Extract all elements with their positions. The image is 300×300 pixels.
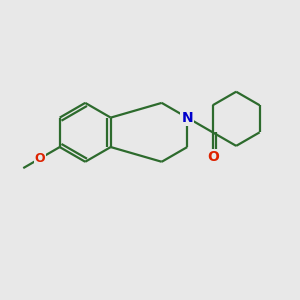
Text: O: O (207, 150, 219, 164)
Text: O: O (34, 152, 45, 165)
Text: N: N (182, 111, 193, 124)
